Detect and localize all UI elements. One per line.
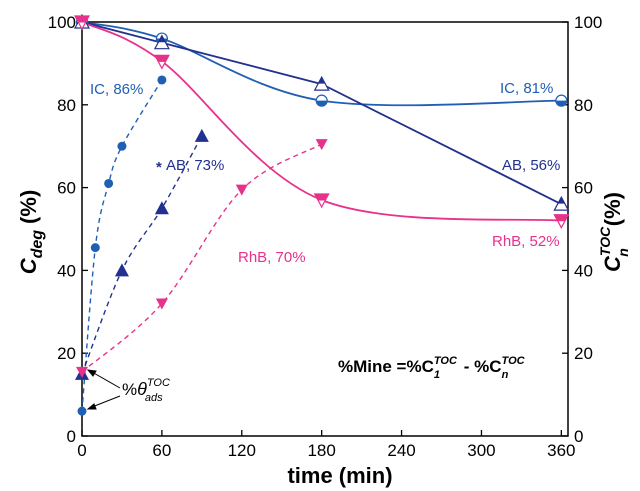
y-right-tick-label: 80 <box>574 96 593 115</box>
point-ab-toc-fill <box>557 197 565 204</box>
point-ab-adsorption <box>194 128 209 142</box>
y-right-tick-label: 20 <box>574 344 593 363</box>
point-rhb-adsorption <box>155 298 168 310</box>
y-left-tick-label: 40 <box>57 261 76 280</box>
label-ic-adsorption: IC, 86% <box>90 81 143 98</box>
line-rhb-toc <box>81 21 562 222</box>
y-left-unit: (%) <box>16 190 41 224</box>
x-tick-label: 360 <box>547 441 575 460</box>
point-rhb-adsorption <box>235 184 248 196</box>
label-ab-toc: AB, 56% <box>502 157 560 174</box>
y-left-tick-label: 80 <box>57 96 76 115</box>
point-ic-adsorption <box>117 141 127 151</box>
y-left-tick-label: 100 <box>48 13 76 32</box>
y-right-unit: (%) <box>600 192 625 226</box>
line-ic-adsorption <box>81 79 163 412</box>
label-ic-toc: IC, 81% <box>500 80 553 97</box>
y-left-sub: deg <box>29 230 46 259</box>
point-rhb-adsorption <box>76 366 88 378</box>
label-rhb-adsorption: RhB, 70% <box>238 249 306 266</box>
markers <box>73 13 570 416</box>
x-tick-label: 300 <box>467 441 495 460</box>
point-ab-adsorption <box>114 263 129 277</box>
x-tick-label: 60 <box>152 441 171 460</box>
x-tick-label: 120 <box>228 441 256 460</box>
point-ic-adsorption <box>77 406 87 416</box>
svg-text:Cdeg(%): Cdeg (%) <box>16 190 46 275</box>
point-ic-adsorption <box>157 75 167 85</box>
point-ab-toc-fill <box>158 35 166 43</box>
point-rhb-toc-fill <box>154 55 169 62</box>
y-right-sub: n <box>615 248 631 257</box>
y-right-sup: TOC <box>597 226 613 256</box>
label-rhb-toc: RhB, 52% <box>492 233 560 250</box>
y-left-main: C <box>16 257 41 274</box>
point-ic-adsorption <box>90 243 100 253</box>
y-left-tick-label: 60 <box>57 179 76 198</box>
point-ab-toc-fill <box>318 77 326 84</box>
curves <box>81 21 562 412</box>
point-rhb-toc-fill <box>75 16 89 23</box>
point-ic-toc-fill <box>316 100 328 107</box>
mineralization-formula: %Mine =%CTOC 1 - %CTOC n <box>338 355 526 381</box>
line-ab-toc <box>81 21 562 205</box>
x-tick-label: 180 <box>307 441 335 460</box>
y-left-tick-label: 20 <box>57 344 76 363</box>
point-ic-adsorption <box>104 178 114 188</box>
y-right-tick-label: 0 <box>574 427 583 446</box>
theta-arrows <box>86 369 121 410</box>
x-tick-label: 0 <box>77 441 86 460</box>
y-right-tick-label: 60 <box>574 179 593 198</box>
y-axis-left-title: Cdeg (%) <box>16 190 46 275</box>
y-right-main: C <box>600 255 625 272</box>
point-ic-toc-fill <box>555 100 567 107</box>
theta-annotation: %θTOC ads <box>122 377 170 404</box>
plot-frame <box>81 21 569 437</box>
y-left-tick-label: 0 <box>67 427 76 446</box>
point-rhb-adsorption <box>315 139 328 151</box>
y-right-tick-label: 100 <box>574 13 602 32</box>
point-ab-adsorption <box>154 201 169 215</box>
y-axis-right-title: CTOC n (%) <box>597 192 631 272</box>
point-rhb-toc-fill <box>554 214 569 222</box>
label-ab-adsorption: AB, 73% <box>166 157 224 174</box>
y-right-tick-label: 40 <box>574 261 593 280</box>
label-ab-star: * <box>156 159 162 176</box>
x-tick-label: 240 <box>387 441 415 460</box>
line-ab-adsorption <box>81 135 203 375</box>
point-rhb-toc-fill <box>314 194 329 201</box>
x-axis-title: time (min) <box>287 463 392 488</box>
line-ic-toc <box>81 21 562 107</box>
